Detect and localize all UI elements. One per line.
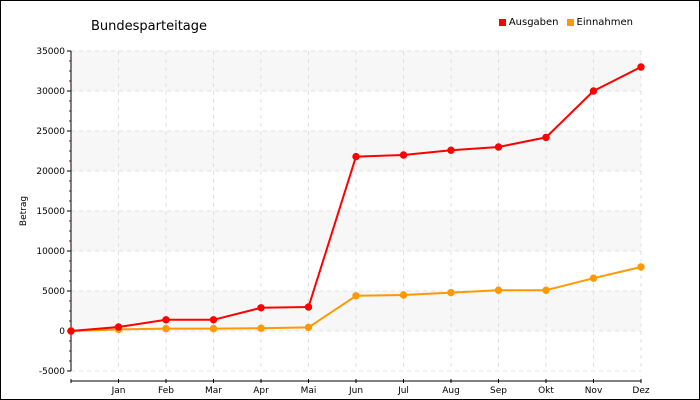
x-tick-label: Dez <box>632 386 649 396</box>
y-tick-label: 25000 <box>36 127 65 137</box>
data-point-einnahmen <box>209 324 218 333</box>
x-tick-label: Nov <box>585 386 603 396</box>
legend-swatch-ausgaben <box>498 19 506 26</box>
y-tick-label: 10000 <box>36 247 65 257</box>
data-point-ausgaben <box>637 63 645 71</box>
chart-title: Bundesparteitage <box>91 19 208 34</box>
x-tick-label: Mar <box>205 386 222 396</box>
data-point-ausgaben <box>162 316 170 324</box>
y-tick-label: 35000 <box>36 47 65 57</box>
data-point-einnahmen <box>352 292 360 300</box>
x-tick-label: Sep <box>490 386 507 396</box>
data-point-ausgaben <box>399 151 408 159</box>
data-point-einnahmen <box>447 288 455 297</box>
data-point-einnahmen <box>542 286 550 294</box>
x-tick-label: Okt <box>538 386 554 396</box>
data-point-einnahmen <box>494 286 503 294</box>
x-tick-label: Mai <box>301 386 317 396</box>
legend-label-einnahmen: Einnahmen <box>576 17 633 28</box>
legend-swatch-einnahmen <box>566 19 574 26</box>
data-point-ausgaben <box>447 146 455 154</box>
data-point-ausgaben <box>542 133 550 142</box>
y-tick-label: 5000 <box>42 287 65 297</box>
x-tick-label: Feb <box>158 386 174 396</box>
y-axis-label: Betrag <box>19 196 29 226</box>
x-tick-label: Jun <box>348 386 363 396</box>
data-point-ausgaben <box>494 143 503 151</box>
data-point-ausgaben <box>209 316 218 324</box>
legend: Ausgaben Einnahmen <box>498 17 633 28</box>
data-point-ausgaben <box>67 327 75 335</box>
x-tick-label: Jan <box>111 386 126 396</box>
y-tick-label: 20000 <box>36 167 65 177</box>
legend-item-einnahmen: Einnahmen <box>566 17 633 28</box>
legend-label-ausgaben: Ausgaben <box>508 17 559 28</box>
data-point-ausgaben <box>114 323 123 331</box>
x-tick-label: Apr <box>253 386 269 396</box>
data-point-einnahmen <box>257 324 265 332</box>
x-tick-label: Aug <box>442 386 460 396</box>
data-point-einnahmen <box>304 323 313 332</box>
data-point-einnahmen <box>399 291 408 299</box>
data-point-ausgaben <box>257 304 265 312</box>
data-point-einnahmen <box>589 274 598 282</box>
y-tick-label: 30000 <box>36 87 65 97</box>
x-tick-label: Jul <box>397 386 409 396</box>
data-point-einnahmen <box>162 324 170 333</box>
data-point-ausgaben <box>589 87 598 95</box>
y-tick-label: 0 <box>59 327 65 337</box>
data-point-einnahmen <box>637 263 645 271</box>
data-point-ausgaben <box>304 303 313 311</box>
y-tick-label: -5000 <box>39 367 65 377</box>
data-point-ausgaben <box>352 152 360 161</box>
legend-item-ausgaben: Ausgaben <box>498 17 559 28</box>
y-tick-label: 15000 <box>36 207 65 217</box>
